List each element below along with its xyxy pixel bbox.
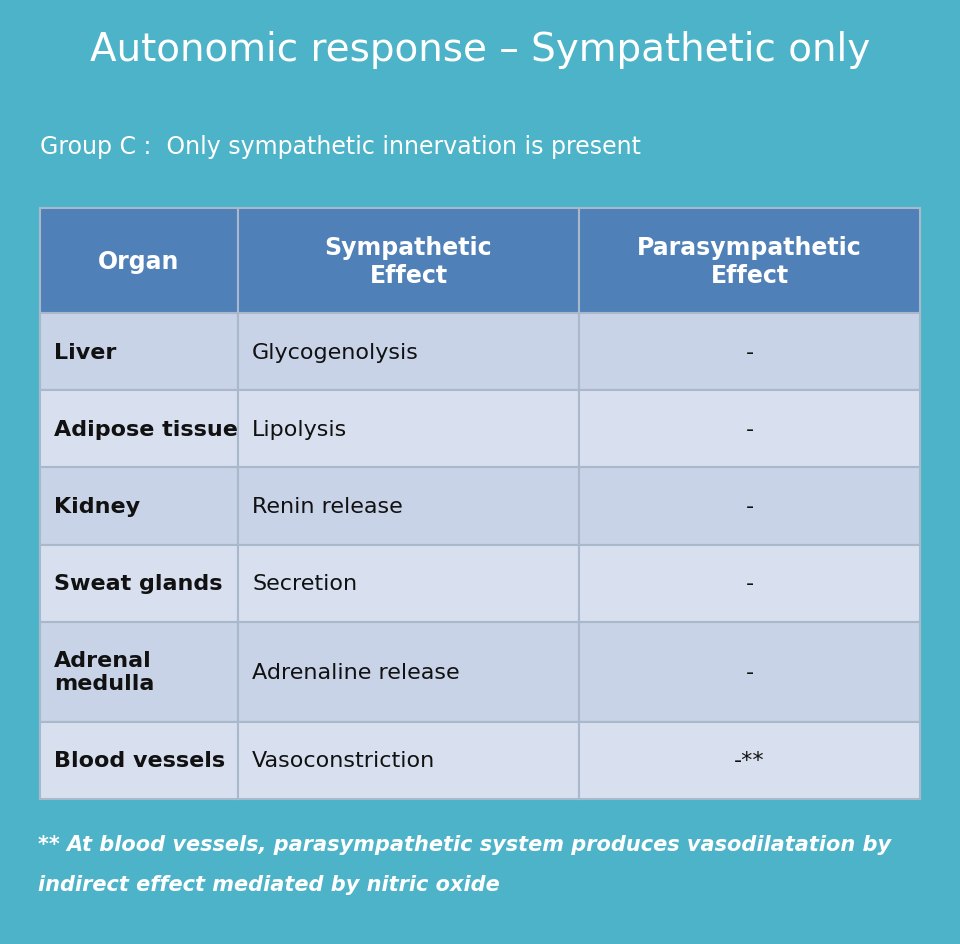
Bar	[40, 622, 238, 722]
Bar	[579, 468, 920, 545]
Text: Sympathetic
Effect: Sympathetic Effect	[324, 236, 492, 287]
Bar	[238, 468, 579, 545]
Text: Liver: Liver	[54, 343, 116, 362]
Text: Adipose tissue: Adipose tissue	[54, 419, 238, 439]
Text: -: -	[745, 574, 754, 594]
Text: -: -	[745, 343, 754, 362]
Text: Adrenal
medulla: Adrenal medulla	[54, 650, 155, 694]
Text: Autonomic response – Sympathetic only: Autonomic response – Sympathetic only	[90, 30, 870, 69]
Bar	[238, 209, 579, 314]
Text: Parasympathetic
Effect: Parasympathetic Effect	[637, 236, 862, 287]
Bar	[238, 545, 579, 622]
Bar	[40, 722, 238, 800]
Text: Adrenaline release: Adrenaline release	[252, 662, 460, 683]
Bar	[40, 468, 238, 545]
Bar	[238, 314, 579, 391]
Text: ** At blood vessels, parasympathetic system produces vasodilatation by: ** At blood vessels, parasympathetic sys…	[38, 834, 891, 854]
Bar	[40, 209, 238, 314]
Bar	[238, 391, 579, 468]
Text: -: -	[745, 662, 754, 683]
Bar	[238, 722, 579, 800]
Text: Secretion: Secretion	[252, 574, 357, 594]
Bar	[40, 391, 238, 468]
Text: Renin release: Renin release	[252, 497, 403, 516]
Text: indirect effect mediated by nitric oxide: indirect effect mediated by nitric oxide	[38, 874, 500, 894]
Bar	[579, 545, 920, 622]
Bar	[40, 314, 238, 391]
Bar	[579, 314, 920, 391]
Bar	[579, 622, 920, 722]
Bar	[238, 622, 579, 722]
Text: Organ: Organ	[98, 249, 180, 274]
Text: Glycogenolysis: Glycogenolysis	[252, 343, 419, 362]
Text: Kidney: Kidney	[54, 497, 140, 516]
Text: Vasoconstriction: Vasoconstriction	[252, 750, 435, 770]
Bar	[40, 545, 238, 622]
Text: -: -	[745, 497, 754, 516]
Bar	[579, 209, 920, 314]
Text: Blood vessels: Blood vessels	[54, 750, 226, 770]
Text: Group C :  Only sympathetic innervation is present: Group C : Only sympathetic innervation i…	[40, 135, 641, 159]
Text: -: -	[745, 419, 754, 439]
Bar	[579, 722, 920, 800]
Text: -**: -**	[734, 750, 765, 770]
Bar	[579, 391, 920, 468]
Text: Lipolysis: Lipolysis	[252, 419, 348, 439]
Text: Sweat glands: Sweat glands	[54, 574, 223, 594]
